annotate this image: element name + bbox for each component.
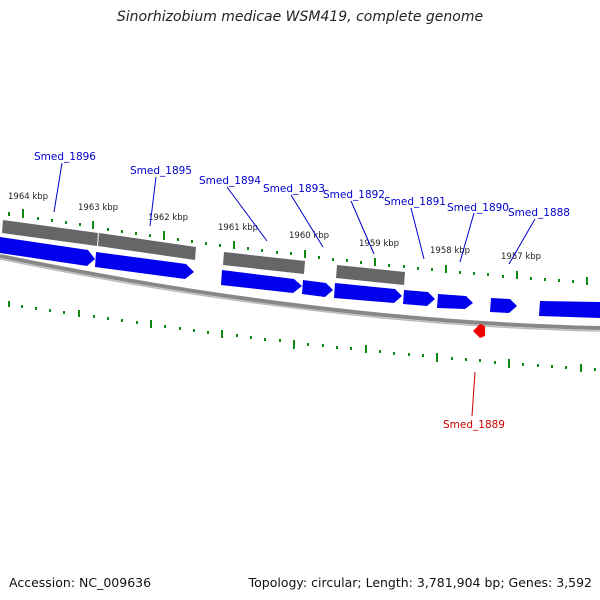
tick-label: 1958 kbp [430, 246, 470, 256]
tick-label: 1961 kbp [218, 223, 258, 233]
accession-text: Accession: NC_009636 [9, 575, 152, 590]
gene-label-smed-1888: Smed_1888 [508, 207, 570, 219]
genome-summary-text: Topology: circular; Length: 3,781,904 bp… [248, 575, 592, 590]
reverse-gene-arrow [473, 324, 485, 338]
genome-backbone [0, 254, 600, 330]
shaded-gene-track [2, 220, 405, 285]
shaded-gene-block [223, 252, 305, 274]
leader-line [459, 212, 475, 263]
leader-line [290, 194, 324, 248]
shaded-gene-block [98, 233, 196, 260]
tick-label: 1964 kbp [8, 192, 48, 202]
gene-label-leaders [53, 162, 536, 265]
tick-labels: 1964 kbp 1963 kbp 1962 kbp 1961 kbp 1960… [8, 192, 541, 262]
genome-backbone-shadow [0, 258, 600, 332]
leader-line [350, 200, 375, 255]
gene-label-smed-1889: Smed_1889 [443, 419, 505, 431]
leader-line [53, 162, 63, 213]
tick-label: 1963 kbp [78, 203, 118, 213]
outer-tick-ring [8, 209, 588, 285]
gene-arrow [490, 298, 517, 313]
shaded-gene-block [2, 220, 98, 246]
gene-arrow [334, 283, 402, 303]
forward-gene-track [0, 237, 600, 318]
leader-line [508, 218, 536, 265]
leader-line [226, 186, 268, 242]
tick-label: 1960 kbp [289, 231, 329, 241]
leader-line [410, 207, 425, 260]
gene-label-smed-1895: Smed_1895 [130, 165, 192, 177]
gene-arrow [403, 290, 435, 306]
gene-label-smed-1890: Smed_1890 [447, 202, 509, 214]
gene-label-smed-1891: Smed_1891 [384, 196, 446, 208]
gene-arrow [221, 270, 302, 293]
gene-arrow [0, 237, 95, 266]
shaded-gene-block [336, 265, 405, 285]
gene-arrow [95, 252, 194, 279]
map-title: Sinorhizobium medicae WSM419, complete g… [116, 9, 484, 25]
gene-label-smed-1896: Smed_1896 [34, 151, 96, 163]
tick-label: 1957 kbp [501, 252, 541, 262]
gene-label-smed-1892: Smed_1892 [323, 189, 385, 201]
tick-label: 1962 kbp [148, 213, 188, 223]
tick-label: 1959 kbp [359, 239, 399, 249]
gene-arrow [302, 280, 333, 297]
leader-line-reverse [471, 371, 476, 417]
gene-label-smed-1893: Smed_1893 [263, 183, 325, 195]
gene-labels: Smed_1896 Smed_1895 Smed_1894 Smed_1893 … [34, 151, 570, 431]
gene-label-smed-1894: Smed_1894 [199, 175, 261, 187]
gene-arrow [539, 301, 600, 318]
inner-tick-ring [8, 301, 596, 372]
gene-arrow [437, 294, 473, 309]
leader-line [149, 176, 157, 227]
